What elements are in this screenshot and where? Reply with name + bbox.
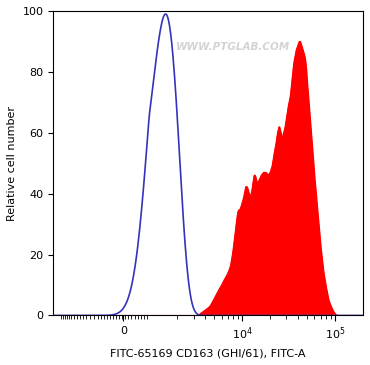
X-axis label: FITC-65169 CD163 (GHI/61), FITC-A: FITC-65169 CD163 (GHI/61), FITC-A: [110, 348, 306, 358]
Text: WWW.PTGLAB.COM: WWW.PTGLAB.COM: [176, 42, 290, 53]
Y-axis label: Relative cell number: Relative cell number: [7, 106, 17, 221]
